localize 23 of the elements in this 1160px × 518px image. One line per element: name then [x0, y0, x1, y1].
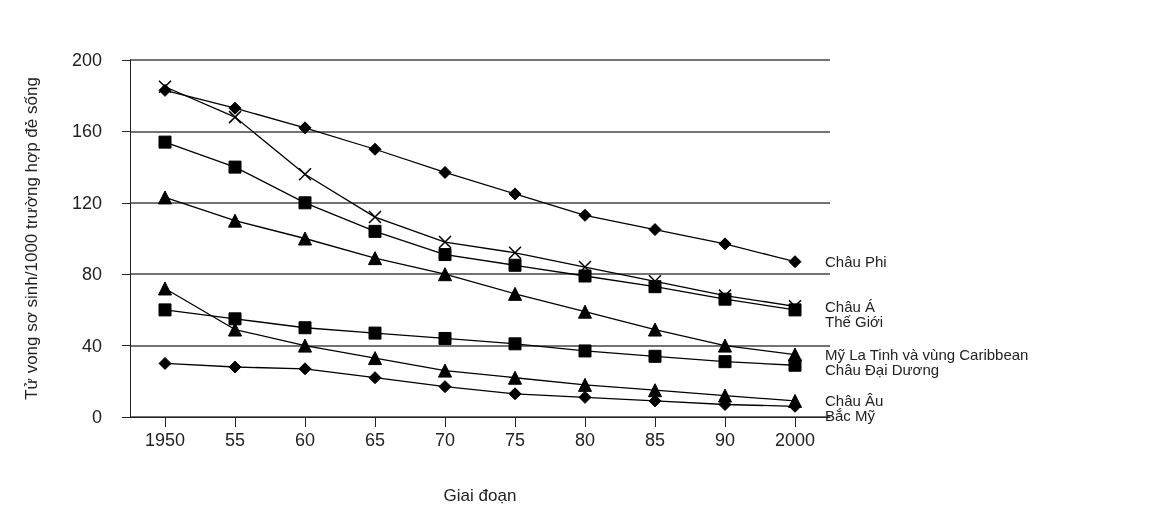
series-label: Châu Phi	[825, 253, 887, 271]
y-tick-label: 40	[81, 335, 102, 356]
y-axis-title: Tử vong sơ sinh/1000 trường hợp đẻ sống	[22, 77, 41, 400]
series-label: Châu Á	[825, 297, 876, 315]
series-label: Thế Giới	[825, 312, 884, 330]
series-label: Bắc Mỹ	[825, 407, 876, 425]
x-tick-label: 65	[364, 430, 386, 450]
x-tick-label: 85	[644, 430, 666, 450]
x-tick-label: 80	[574, 430, 596, 450]
x-tick-label: 70	[434, 430, 456, 450]
y-tick-label: 160	[71, 121, 102, 142]
x-tick-label: 75	[504, 430, 526, 450]
x-tick-label: 55	[224, 430, 246, 450]
y-tick-label: 80	[81, 264, 102, 285]
y-tick-label: 120	[71, 192, 102, 213]
x-tick-label: 2000	[774, 430, 816, 450]
x-axis-title: Giai đoạn	[443, 486, 517, 505]
y-tick-label: 200	[71, 50, 102, 70]
series-label: Mỹ La Tinh và vùng Caribbean	[825, 346, 1029, 364]
x-tick-label: 90	[714, 430, 736, 450]
x-tick-label: 1950	[144, 430, 186, 450]
x-tick-label: 60	[294, 430, 316, 450]
y-tick-label: 0	[91, 407, 102, 427]
